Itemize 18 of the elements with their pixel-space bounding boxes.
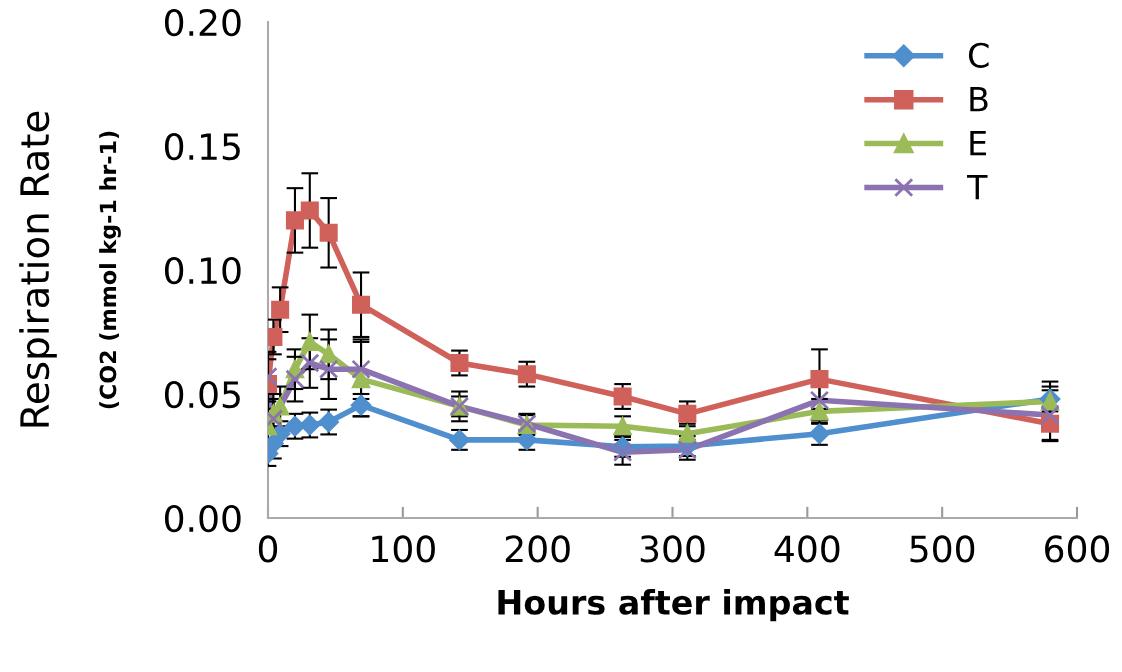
x-tick-label: 400 bbox=[774, 535, 840, 563]
legend-label: B bbox=[970, 87, 988, 112]
y-tick-label: 0.00 bbox=[164, 504, 241, 533]
x-tick-label: 100 bbox=[372, 535, 435, 563]
x-tick-label: 200 bbox=[505, 535, 570, 563]
x-tick-label: 300 bbox=[640, 535, 705, 563]
y-tick-label: 0.05 bbox=[164, 380, 240, 409]
x-tick-label: 600 bbox=[1045, 535, 1110, 563]
y-axis-title: Respiration Rate (CO2 (mmol kg-1 hr-1) bbox=[19, 111, 121, 427]
legend-label: C bbox=[968, 42, 989, 68]
legend-label: T bbox=[967, 174, 988, 200]
x-tick-label: 500 bbox=[910, 535, 975, 563]
y-tick-label: 0.15 bbox=[164, 132, 240, 161]
y-tick-label: 0.10 bbox=[164, 256, 241, 285]
x-axis-title: Hours after impact bbox=[498, 589, 849, 622]
legend-label: E bbox=[970, 130, 987, 156]
y-tick-label: 0.20 bbox=[164, 8, 241, 37]
x-tick-label: 0 bbox=[258, 535, 278, 563]
